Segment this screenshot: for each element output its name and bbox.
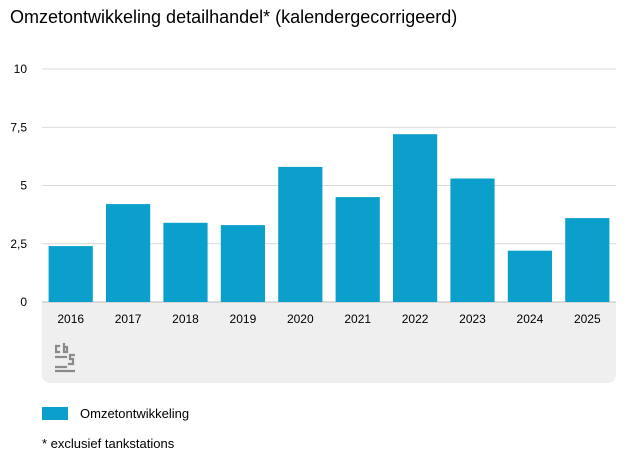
cbs-logo-icon — [55, 343, 75, 373]
bar-2020 — [278, 166, 323, 302]
bar-2017 — [106, 204, 151, 302]
bar-2021 — [335, 197, 380, 302]
footnote: * exclusief tankstations — [42, 436, 175, 451]
legend-label: Omzetontwikkeling — [80, 406, 190, 421]
x-axis-band — [42, 302, 616, 383]
y-axis-ticks: 0 2,5 5 7,5 10 — [10, 62, 27, 309]
y-tick-label: 0 — [20, 295, 27, 309]
bar-2022 — [393, 134, 438, 302]
legend-swatch — [42, 407, 68, 420]
y-tick-label: 2,5 — [10, 237, 27, 251]
x-tick-label: 2025 — [574, 312, 601, 326]
bar-2018 — [163, 222, 208, 302]
bar-2019 — [220, 225, 265, 302]
x-tick-label: 2018 — [172, 312, 199, 326]
x-tick-label: 2017 — [115, 312, 142, 326]
x-tick-label: 2019 — [230, 312, 257, 326]
legend: Omzetontwikkeling — [42, 406, 189, 421]
chart-title: Omzetontwikkeling detailhandel* (kalende… — [10, 7, 458, 27]
bar-2025 — [565, 218, 610, 302]
y-tick-label: 5 — [20, 179, 27, 193]
x-tick-label: 2024 — [517, 312, 544, 326]
x-tick-label: 2020 — [287, 312, 314, 326]
x-tick-label: 2023 — [459, 312, 486, 326]
x-tick-label: 2021 — [344, 312, 371, 326]
bar-2016 — [48, 246, 93, 302]
x-axis-ticks: 2016 2017 2018 2019 2020 2021 2022 2023 2024 2025 — [57, 312, 601, 326]
bars — [48, 134, 610, 302]
bar-2023 — [450, 178, 495, 302]
y-tick-label: 7,5 — [10, 120, 27, 134]
bar-2024 — [507, 250, 552, 302]
y-tick-label: 10 — [14, 62, 28, 76]
x-tick-label: 2016 — [57, 312, 84, 326]
x-tick-label: 2022 — [402, 312, 429, 326]
